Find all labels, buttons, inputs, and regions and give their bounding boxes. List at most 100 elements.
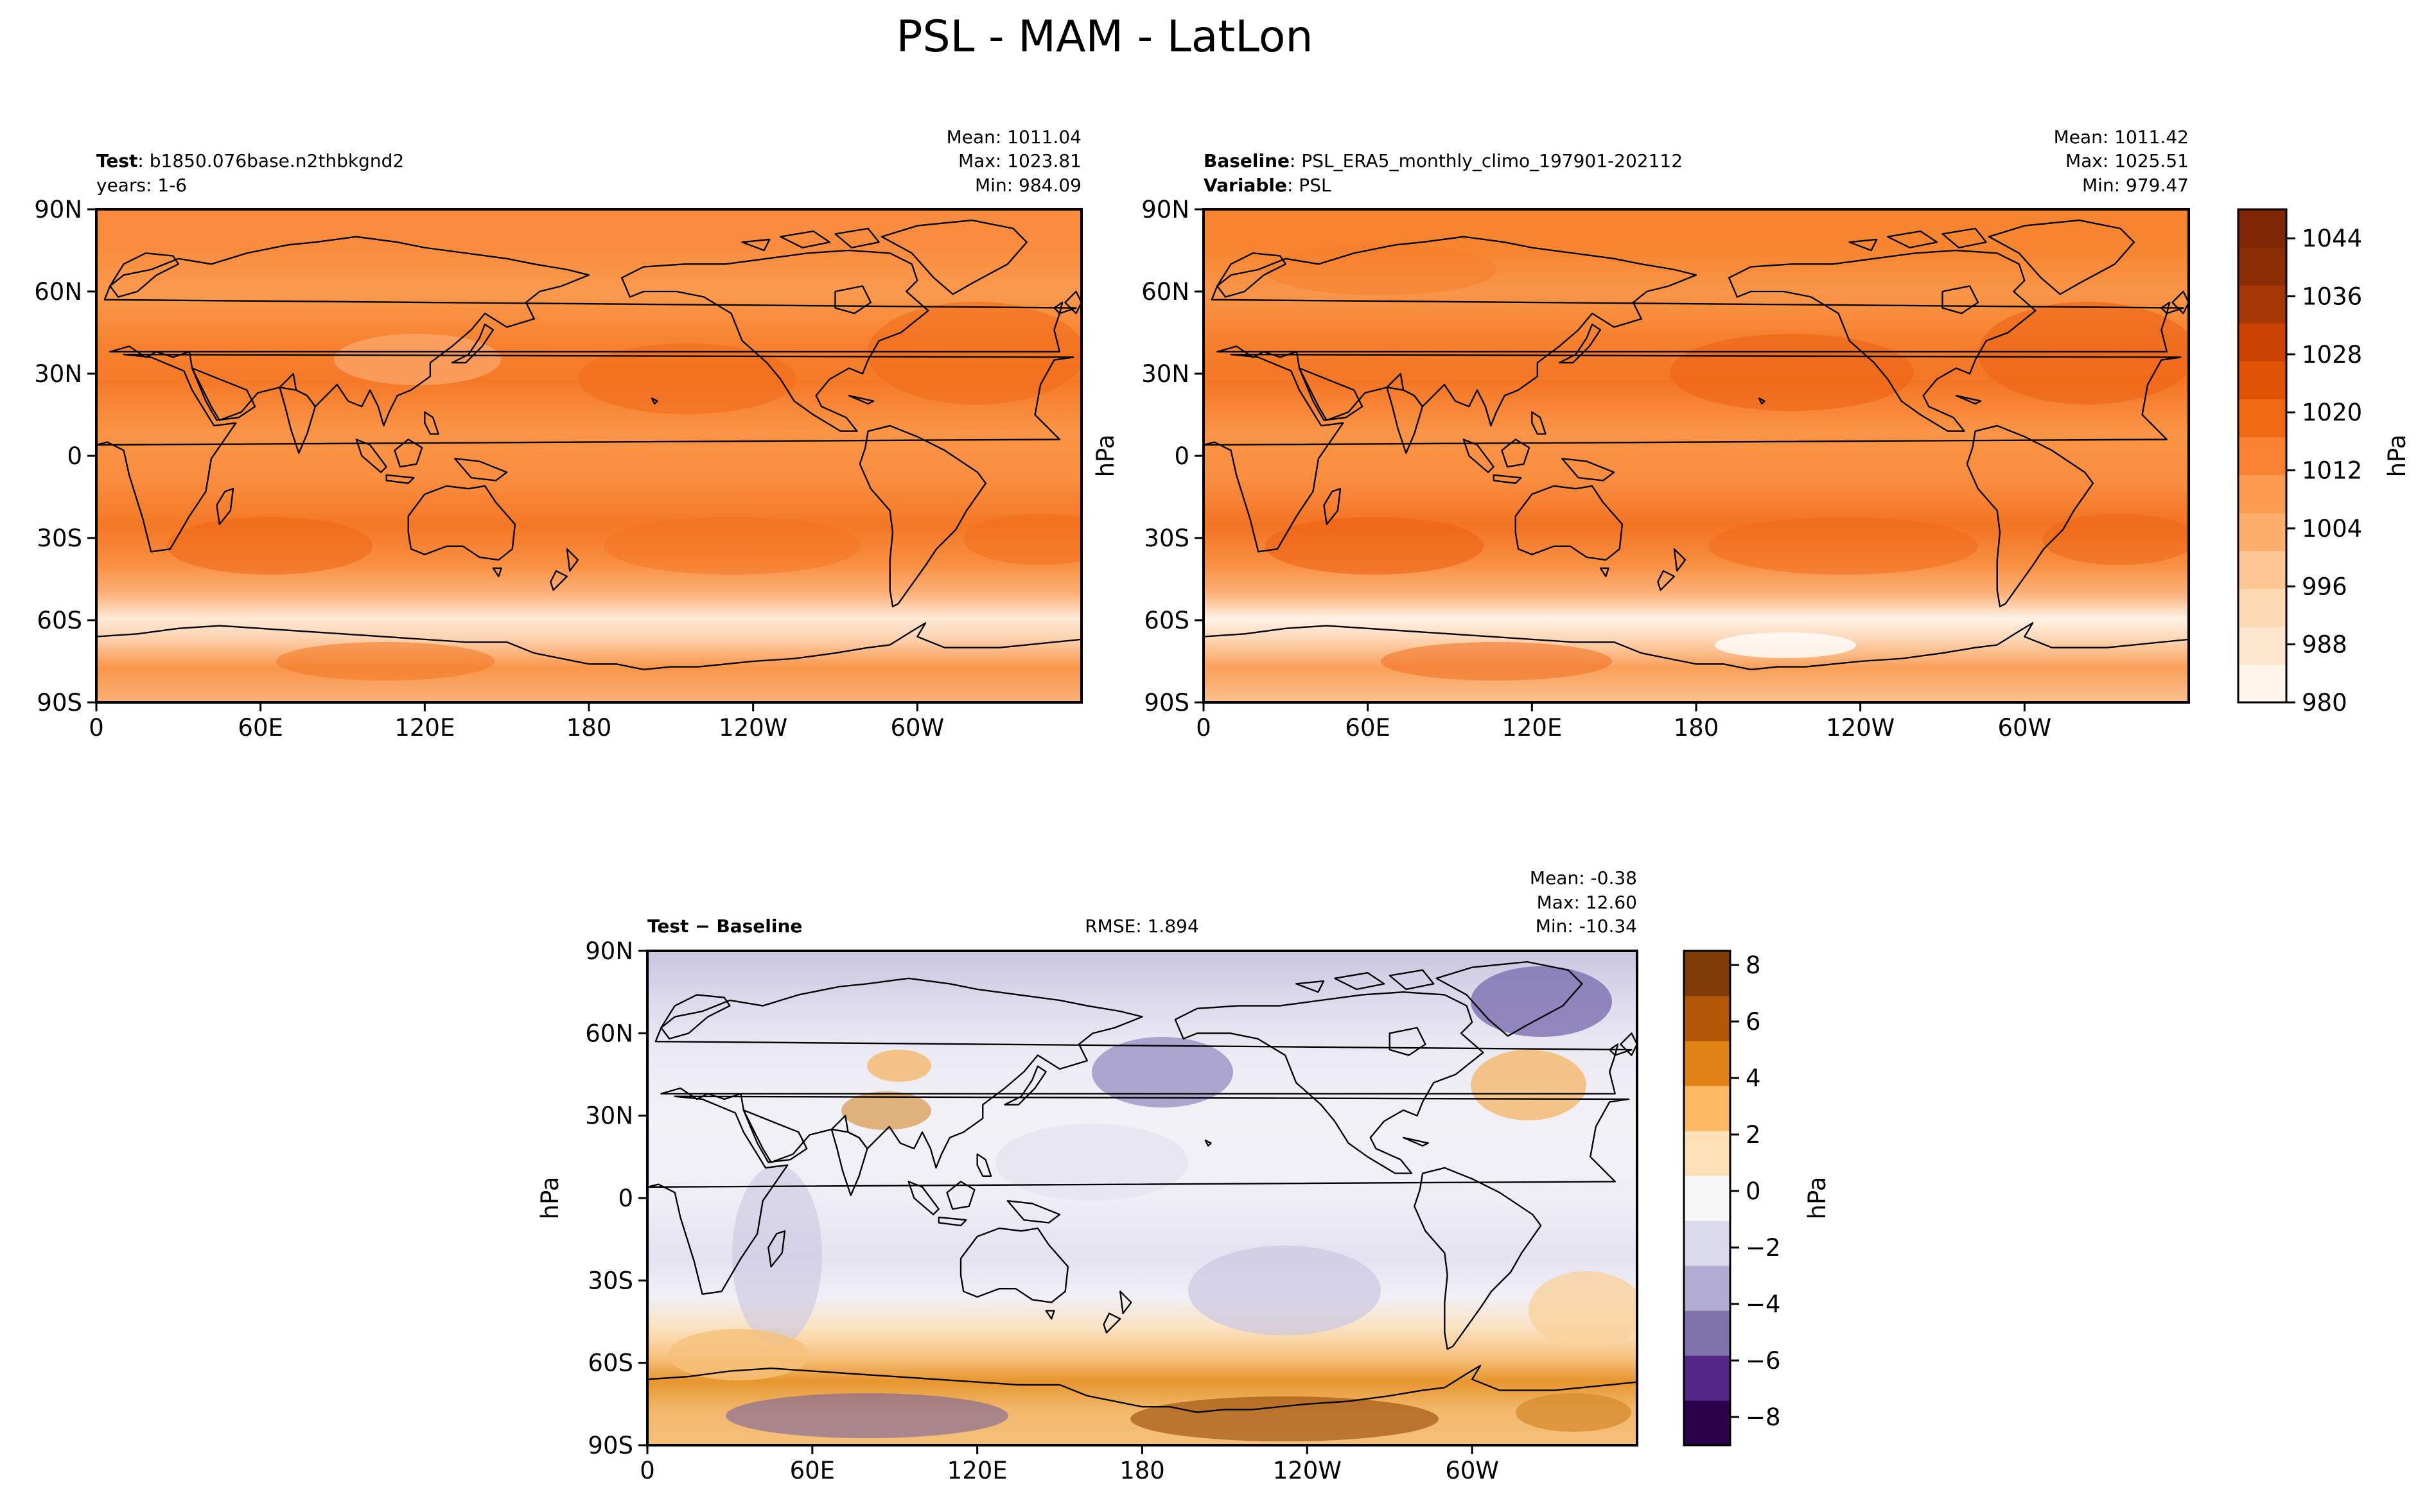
psl-colorbar-tick-label: 1044 bbox=[2302, 225, 2362, 252]
baseline-stat-mean: Mean: 1011.42 bbox=[2054, 126, 2189, 148]
psl-colorbar-tick-label: 980 bbox=[2302, 689, 2347, 717]
baseline-ytick-label: 60S bbox=[1144, 607, 1189, 634]
psl-colorbar-tick-label: 1028 bbox=[2302, 341, 2362, 369]
diff-colorbar-tick-label: −6 bbox=[1746, 1347, 1781, 1375]
baseline-variable: Variable: PSL bbox=[1204, 175, 1331, 196]
psl-colorbar-tick-label: 1036 bbox=[2302, 283, 2362, 311]
test-ytick-label: 90S bbox=[37, 689, 82, 717]
diff-xtick-label: 60E bbox=[790, 1457, 835, 1484]
diff-colorbar-segment bbox=[1684, 1265, 1730, 1311]
diff-ytick-label: 60N bbox=[585, 1020, 633, 1047]
psl-colorbar-segment bbox=[2238, 512, 2286, 552]
test-ytick-label: 30N bbox=[34, 360, 82, 388]
baseline-panel: Baseline: PSL_ERA5_monthly_climo_197901-… bbox=[1202, 126, 2190, 704]
diff-field bbox=[647, 951, 1637, 1445]
baseline-xtick-label: 60E bbox=[1345, 714, 1390, 742]
diff-ytick-label: 90S bbox=[588, 1432, 633, 1459]
baseline-xtick-label: 120E bbox=[1502, 714, 1562, 742]
test-xtick-label: 0 bbox=[89, 714, 104, 742]
diff-colorbar-segment bbox=[1684, 996, 1730, 1041]
baseline-stat-min: Min: 979.47 bbox=[2082, 175, 2189, 196]
test-label-bold: Test bbox=[96, 150, 137, 171]
diff-ytick-label: 60S bbox=[588, 1350, 633, 1377]
diff-xtick-label: 120E bbox=[947, 1457, 1008, 1484]
psl-colorbar-segment bbox=[2238, 664, 2286, 703]
diff-ytick-label: 0 bbox=[618, 1185, 633, 1212]
diff-colorbar-tick-label: 6 bbox=[1746, 1008, 1761, 1036]
baseline-hpa-axis-label: hPa bbox=[1092, 435, 1119, 478]
diff-colorbar-segment bbox=[1684, 1131, 1730, 1176]
diff-colorbar-tick-label: 0 bbox=[1746, 1177, 1761, 1205]
diff-colorbar-tick-label: −4 bbox=[1746, 1290, 1781, 1318]
test-xtick-label: 120E bbox=[394, 714, 455, 742]
psl-colorbar-tick-label: 996 bbox=[2302, 573, 2347, 600]
baseline-label-text: : PSL_ERA5_monthly_climo_197901-202112 bbox=[1290, 150, 1683, 171]
test-ytick-label: 0 bbox=[67, 442, 82, 470]
baseline-ytick-label: 30S bbox=[1144, 525, 1189, 552]
diff-colorbar-frame bbox=[1683, 950, 1731, 1447]
psl-colorbar-segment bbox=[2238, 247, 2286, 286]
diff-colorbar-segment bbox=[1684, 1400, 1730, 1446]
diff-colorbar-tick-label: 8 bbox=[1746, 952, 1761, 979]
baseline-variable-bold: Variable bbox=[1204, 175, 1287, 196]
test-xtick-label: 60E bbox=[238, 714, 283, 742]
baseline-label-bold: Baseline bbox=[1204, 150, 1290, 171]
diff-xtick-label: 60W bbox=[1445, 1457, 1499, 1484]
test-ytick-label: 30S bbox=[37, 525, 82, 552]
diff-rmse: RMSE: 1.894 bbox=[1085, 916, 1199, 937]
baseline-stat-max: Max: 1025.51 bbox=[2065, 150, 2189, 171]
diff-colorbar-tick-label: −8 bbox=[1746, 1403, 1781, 1431]
test-ytick-label: 60S bbox=[37, 607, 82, 634]
test-xtick-label: 180 bbox=[566, 714, 612, 742]
baseline-axes-ticks: 0 60E 120E 180 120W 60W 90N 60N 30N 0 30S 60S 90S bbox=[1141, 196, 2051, 742]
diff-colorbar-tick-label: 2 bbox=[1746, 1121, 1761, 1149]
psl-colorbar-tick-label: 1012 bbox=[2302, 457, 2362, 485]
psl-colorbar-segment bbox=[2238, 323, 2286, 361]
psl-colorbar-segment bbox=[2238, 399, 2286, 438]
psl-colorbar-frame bbox=[2237, 208, 2288, 704]
diff-colorbar: −8 −6 −4 −2 0 2 4 6 8 bbox=[1683, 950, 1781, 1447]
psl-colorbar-tick-label: 988 bbox=[2302, 631, 2347, 659]
psl-colorbar-segment bbox=[2238, 626, 2286, 665]
baseline-xtick-label: 180 bbox=[1674, 714, 1719, 742]
diff-label-op: − bbox=[688, 916, 716, 937]
test-label-text: : b1850.076base.n2thbkgnd2 bbox=[137, 150, 404, 171]
baseline-xtick-label: 60W bbox=[1997, 714, 2051, 742]
test-axes-ticks: 0 60E 120E 180 120W 60W 90N 60N 30N 0 30S 60S 90S bbox=[34, 196, 944, 742]
diff-colorbar-segment bbox=[1684, 1086, 1730, 1131]
diff-ytick-label: 30N bbox=[585, 1102, 633, 1130]
diff-colorbar-segment bbox=[1684, 951, 1730, 996]
test-years: years: 1-6 bbox=[96, 175, 187, 196]
psl-colorbar-segment bbox=[2238, 437, 2286, 476]
diff-stat-mean: Mean: -0.38 bbox=[1530, 867, 1637, 889]
test-ytick-label: 60N bbox=[34, 278, 82, 306]
baseline-ytick-label: 0 bbox=[1174, 442, 1189, 470]
test-stat-max: Max: 1023.81 bbox=[958, 150, 1082, 171]
diff-label-test: Test bbox=[647, 916, 688, 937]
diff-colorbar-segment bbox=[1684, 1221, 1730, 1266]
test-field bbox=[96, 209, 1082, 702]
diff-axes-ticks: 0 60E 120E 180 120W 60W 90N 60N 30N 0 30S 60S 90S bbox=[585, 937, 1499, 1484]
psl-colorbar-label: hPa bbox=[2383, 435, 2411, 478]
psl-colorbar-segment bbox=[2238, 550, 2286, 589]
psl-colorbar-segment bbox=[2238, 209, 2286, 248]
diff-colorbar-segment bbox=[1684, 1355, 1730, 1401]
test-panel: Test: b1850.076base.n2thbkgnd2 years: 1-… bbox=[95, 126, 1083, 704]
test-stat-min: Min: 984.09 bbox=[975, 175, 1082, 196]
baseline-ytick-label: 30N bbox=[1141, 360, 1189, 388]
diff-stat-max: Max: 12.60 bbox=[1537, 892, 1637, 913]
psl-colorbar-segment bbox=[2238, 474, 2286, 514]
baseline-ytick-label: 90N bbox=[1141, 196, 1189, 223]
figure-suptitle: PSL - MAM - LatLon bbox=[896, 12, 1313, 62]
diff-label-baseline: Baseline bbox=[716, 916, 802, 937]
diff-ytick-label: 90N bbox=[585, 937, 633, 965]
diff-xtick-label: 180 bbox=[1119, 1457, 1165, 1484]
psl-colorbar-segment bbox=[2238, 588, 2286, 627]
baseline-xtick-label: 0 bbox=[1196, 714, 1211, 742]
diff-colorbar-segment bbox=[1684, 1310, 1730, 1356]
psl-colorbar-tick-label: 1020 bbox=[2302, 399, 2362, 426]
psl-colorbar: 980 988 996 1004 1012 1020 1028 1036 1044 bbox=[2237, 208, 2362, 717]
test-xtick-label: 60W bbox=[890, 714, 944, 742]
diff-stat-min: Min: -10.34 bbox=[1536, 916, 1637, 937]
baseline-panel-label: Baseline: PSL_ERA5_monthly_climo_197901-… bbox=[1204, 150, 1683, 171]
